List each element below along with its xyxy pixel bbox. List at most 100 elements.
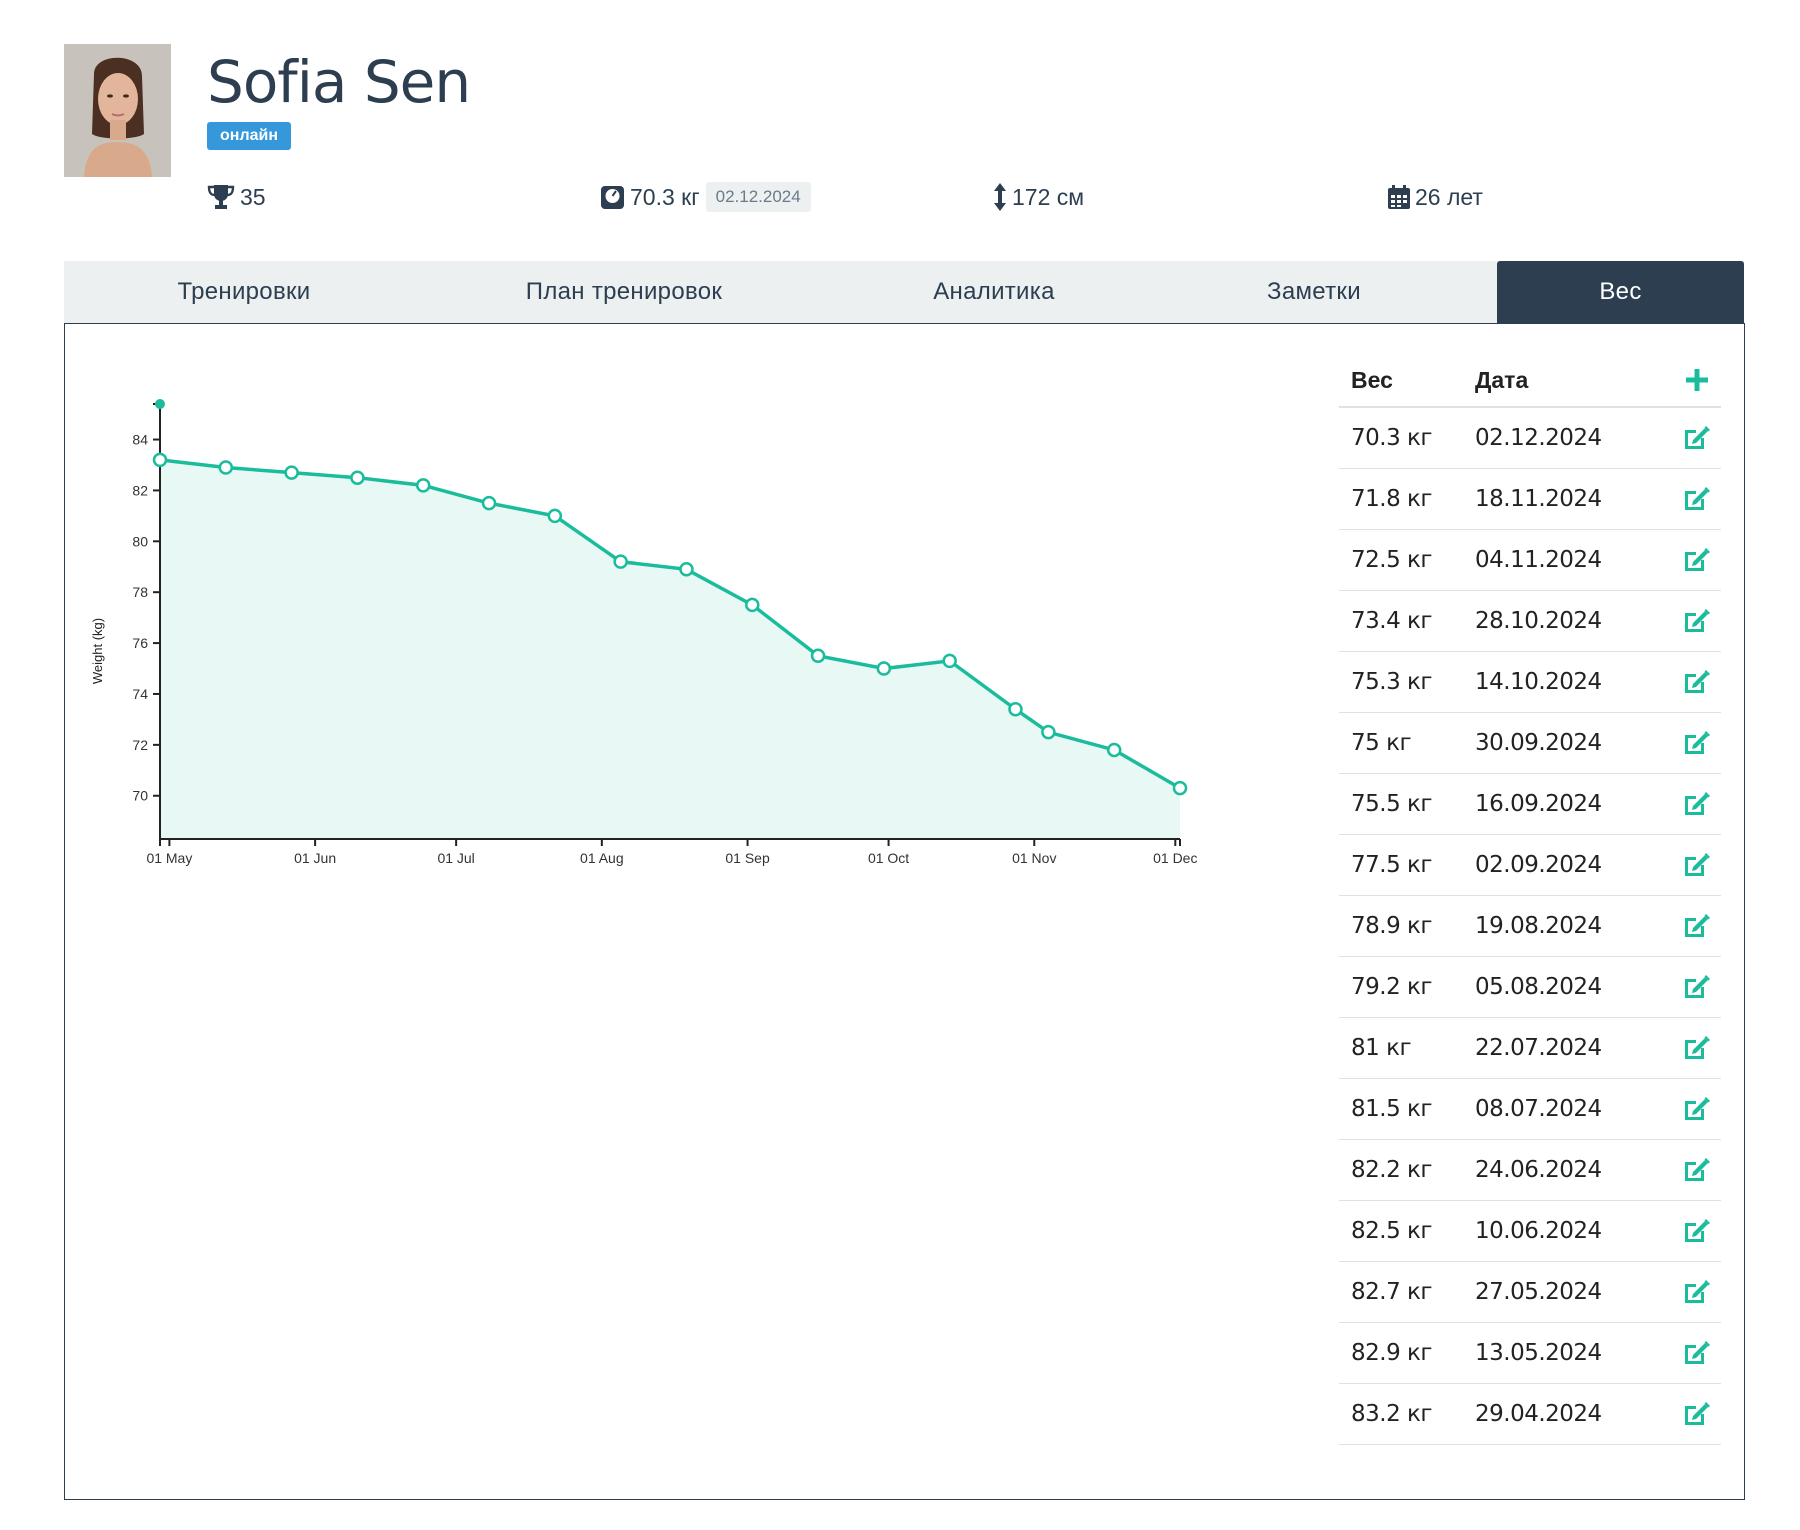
weight-value: 70.3 кг <box>630 183 700 210</box>
edit-entry-button[interactable] <box>1681 1399 1711 1429</box>
row-date: 18.11.2024 <box>1475 486 1602 512</box>
edit-icon <box>1685 853 1710 876</box>
tab-workouts[interactable]: Тренировки <box>177 278 311 305</box>
edit-icon <box>1685 1158 1710 1181</box>
table-row: 82.5 кг 10.06.2024 <box>1339 1201 1721 1262</box>
row-weight: 82.2 кг <box>1351 1157 1433 1183</box>
trophies-stat: 35 <box>207 180 266 214</box>
edit-entry-button[interactable] <box>1681 423 1711 453</box>
row-weight: 83.2 кг <box>1351 1401 1433 1427</box>
row-weight: 82.5 кг <box>1351 1218 1433 1244</box>
edit-entry-button[interactable] <box>1681 1216 1711 1246</box>
weight-chart: 70 72 74 76 78 80 82 84 01 May 01 Jun 01 Jul 01 Au… <box>90 399 1197 866</box>
weight-table: Вес Дата 70.3 кг 02.12.2024 71.8 кг 18.11.2… <box>1339 354 1721 1445</box>
weight-stat: 70.3 кг 02.12.2024 <box>600 180 811 214</box>
data-point[interactable] <box>547 508 563 524</box>
row-date: 29.04.2024 <box>1475 1401 1602 1427</box>
tab-bar: Тренировки План тренировок Аналитика Зам… <box>64 261 1744 323</box>
row-weight: 82.9 кг <box>1351 1340 1433 1366</box>
scale-icon <box>600 185 625 210</box>
x-tick-label: 01 May <box>146 850 192 866</box>
tab-analytics[interactable]: Аналитика <box>933 278 1055 305</box>
data-point[interactable] <box>745 597 760 613</box>
edit-entry-button[interactable] <box>1681 728 1711 758</box>
y-tick-label: 82 <box>132 482 148 498</box>
table-row: 72.5 кг 04.11.2024 <box>1339 530 1721 591</box>
edit-entry-button[interactable] <box>1681 484 1711 514</box>
data-point[interactable] <box>481 495 497 511</box>
row-date: 30.09.2024 <box>1475 730 1602 756</box>
data-point[interactable] <box>350 470 365 485</box>
height-stat: 172 см <box>993 180 1084 214</box>
edit-entry-button[interactable] <box>1681 1155 1711 1185</box>
edit-entry-button[interactable] <box>1681 1338 1711 1368</box>
row-date: 14.10.2024 <box>1475 669 1602 695</box>
row-weight: 75.3 кг <box>1351 669 1433 695</box>
arrows-vertical-icon <box>993 183 1007 211</box>
x-tick-label: 01 Nov <box>1012 850 1056 866</box>
data-point[interactable] <box>1172 780 1188 796</box>
data-point[interactable] <box>1106 742 1122 758</box>
data-point[interactable] <box>810 648 826 664</box>
edit-icon <box>1685 609 1710 632</box>
row-weight: 81 кг <box>1351 1035 1412 1061</box>
edit-icon <box>1685 548 1710 571</box>
edit-entry-button[interactable] <box>1681 1033 1711 1063</box>
data-point[interactable] <box>284 465 299 480</box>
data-point[interactable] <box>679 562 694 577</box>
add-weight-button[interactable] <box>1681 364 1713 396</box>
y-tick-label: 72 <box>132 737 148 753</box>
edit-entry-button[interactable] <box>1681 545 1711 575</box>
edit-entry-button[interactable] <box>1681 911 1711 941</box>
row-weight: 73.4 кг <box>1351 608 1433 634</box>
row-date: 02.09.2024 <box>1475 852 1602 878</box>
data-point[interactable] <box>218 460 234 475</box>
y-tick-label: 78 <box>132 584 148 600</box>
edit-icon <box>1685 1280 1710 1303</box>
edit-icon <box>1685 792 1710 815</box>
edit-icon <box>1685 1219 1710 1242</box>
table-row: 75.3 кг 14.10.2024 <box>1339 652 1721 713</box>
tab-workout-plan[interactable]: План тренировок <box>525 278 723 305</box>
data-point[interactable] <box>1008 701 1023 717</box>
x-tick-label: 01 Dec <box>1153 850 1197 866</box>
row-date: 05.08.2024 <box>1475 974 1602 1000</box>
table-row: 82.2 кг 24.06.2024 <box>1339 1140 1721 1201</box>
table-row: 70.3 кг 02.12.2024 <box>1339 408 1721 469</box>
edit-entry-button[interactable] <box>1681 667 1711 697</box>
edit-entry-button[interactable] <box>1681 606 1711 636</box>
row-weight: 77.5 кг <box>1351 852 1433 878</box>
data-point[interactable] <box>876 661 892 676</box>
edit-icon <box>1685 1341 1710 1364</box>
row-weight: 75 кг <box>1351 730 1412 756</box>
trophies-value: 35 <box>240 183 266 210</box>
edit-icon <box>1685 1402 1710 1425</box>
data-point[interactable] <box>613 554 628 569</box>
row-date: 13.05.2024 <box>1475 1340 1602 1366</box>
row-weight: 70.3 кг <box>1351 425 1433 451</box>
row-weight: 72.5 кг <box>1351 547 1433 573</box>
table-row: 73.4 кг 28.10.2024 <box>1339 591 1721 652</box>
table-row: 75 кг 30.09.2024 <box>1339 713 1721 774</box>
tab-weight[interactable]: Вес <box>1497 261 1744 323</box>
x-axis: 01 May 01 Jun 01 Jul 01 Aug 01 Sep 01 Oct 01 N… <box>146 838 1197 866</box>
data-point[interactable] <box>1041 724 1056 740</box>
data-point[interactable] <box>152 452 168 468</box>
edit-entry-button[interactable] <box>1681 972 1711 1002</box>
edit-entry-button[interactable] <box>1681 1277 1711 1307</box>
edit-entry-button[interactable] <box>1681 850 1711 880</box>
row-weight: 75.5 кг <box>1351 791 1433 817</box>
data-point[interactable] <box>415 478 431 493</box>
y-tick-label: 76 <box>132 635 148 651</box>
table-row: 71.8 кг 18.11.2024 <box>1339 469 1721 530</box>
data-point[interactable] <box>942 653 957 669</box>
profile-name: Sofia Sen <box>207 48 471 116</box>
edit-icon <box>1685 1036 1710 1059</box>
table-row: 79.2 кг 05.08.2024 <box>1339 957 1721 1018</box>
row-date: 27.05.2024 <box>1475 1279 1602 1305</box>
edit-entry-button[interactable] <box>1681 789 1711 819</box>
edit-entry-button[interactable] <box>1681 1094 1711 1124</box>
edit-icon <box>1685 914 1710 937</box>
y-tick-label: 70 <box>132 788 148 804</box>
tab-notes[interactable]: Заметки <box>1267 278 1361 305</box>
